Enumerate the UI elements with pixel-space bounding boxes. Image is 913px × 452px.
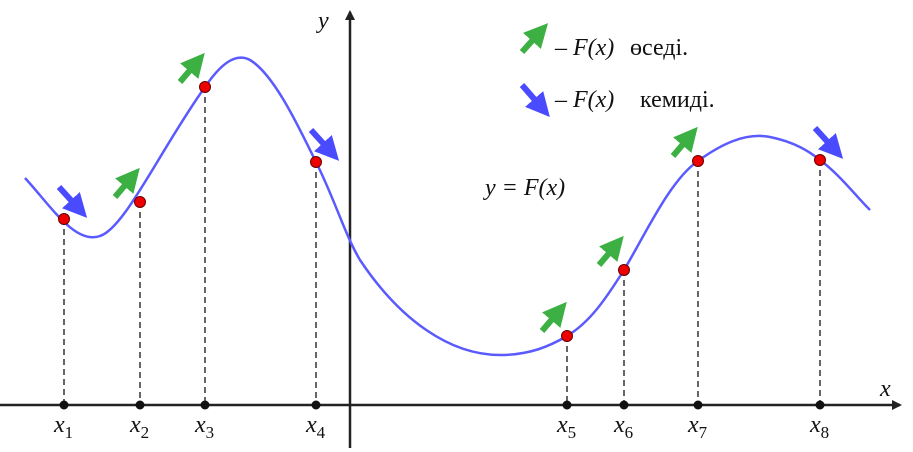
point-label: x4: [305, 412, 326, 442]
points: x1 x2 x3 x4 x5 x6 x7 x8: [53, 52, 844, 442]
point-label: x5: [556, 412, 576, 442]
arrow-up: [596, 235, 624, 267]
arrow-down: [56, 184, 88, 218]
axis-point: [815, 400, 825, 410]
point-symbol: x: [556, 412, 568, 438]
axis-point: [693, 400, 703, 410]
point-symbol: x: [809, 412, 821, 438]
arrow-up: [112, 167, 140, 199]
point-symbol: x: [613, 412, 625, 438]
curve-point: [814, 154, 826, 166]
axis-point: [135, 400, 145, 410]
curve-point: [58, 213, 70, 225]
arrow-down: [812, 125, 844, 159]
point-symbol: x: [687, 412, 699, 438]
axis-point: [59, 400, 69, 410]
arrow-up: [539, 301, 567, 333]
curve-label: y = F(x): [483, 175, 565, 201]
legend-caption: өседі.: [630, 35, 688, 61]
point-label: x2: [129, 412, 149, 442]
point-symbol: x: [53, 412, 65, 438]
point-label: x3: [194, 412, 214, 442]
curve-point: [618, 264, 630, 276]
curve: [24, 56, 871, 357]
curve-point: [199, 81, 211, 93]
drop-lines: [63, 87, 821, 405]
point-label: x8: [809, 412, 829, 442]
curve-point: [134, 196, 146, 208]
point-symbol: x: [194, 412, 206, 438]
axis-point: [619, 400, 629, 410]
point-symbol: x: [129, 412, 141, 438]
point-index: 6: [625, 423, 634, 442]
point-index: 1: [65, 423, 74, 442]
point-index: 5: [568, 423, 577, 442]
point-label: x1: [53, 412, 73, 442]
axis-point: [562, 400, 572, 410]
point-index: 4: [317, 423, 326, 442]
point-label: x6: [613, 412, 633, 442]
legend-symbol: – F(x): [554, 35, 614, 61]
x-axis-label: x: [879, 376, 891, 402]
curve-point: [692, 155, 704, 167]
point-index: 2: [141, 423, 150, 442]
point-index: 8: [821, 423, 830, 442]
point-label: x7: [687, 412, 708, 442]
point-index: 3: [206, 423, 215, 442]
point-index: 7: [699, 423, 708, 442]
curve-point: [561, 330, 573, 342]
axis-point: [311, 400, 321, 410]
arrow-up: [670, 126, 698, 158]
arrow-up: [177, 52, 205, 84]
legend-symbol: – F(x): [554, 87, 614, 113]
point-symbol: x: [305, 412, 317, 438]
arrow-down: [308, 127, 340, 161]
legend-arrow-down: [519, 83, 550, 118]
y-axis-label: y: [316, 8, 329, 34]
legend-arrow-up: [519, 23, 549, 55]
axis-point: [200, 400, 210, 410]
legend-caption: кемиді.: [640, 87, 715, 113]
curve-point: [310, 156, 322, 168]
